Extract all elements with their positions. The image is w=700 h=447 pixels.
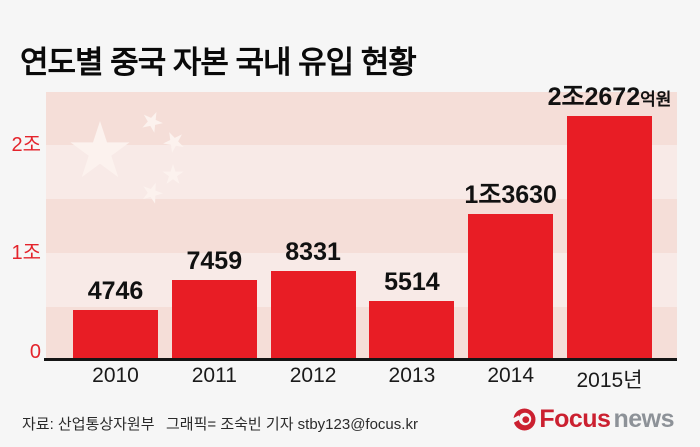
y-tick-0: 0 [29, 340, 41, 363]
x-axis-line [44, 358, 677, 361]
bar-2015년 [567, 116, 652, 358]
page-title: 연도별 중국 자본 국내 유입 현황 [20, 44, 417, 80]
data-source-text: 자료: 산업통상자원부 [22, 416, 155, 433]
x-tick-2011: 2011 [191, 364, 237, 387]
y-tick-2조: 2조 [11, 133, 41, 156]
bar-2012 [270, 271, 356, 358]
value-label-2010: 4746 [87, 276, 144, 305]
focus-news-logo: Focus news [513, 407, 674, 432]
flag-small-star [162, 164, 184, 184]
bar-2013 [369, 301, 455, 358]
graphic-credit-text: 그래픽= 조숙빈 기자 stby123@focus.kr [166, 416, 418, 433]
x-tick-2013: 2013 [388, 364, 436, 387]
bar-2014 [468, 213, 554, 358]
china-flag-stars-watermark [70, 111, 184, 204]
flag-small-star [142, 111, 163, 133]
x-tick-2012: 2012 [289, 364, 337, 387]
x-tick-2010: 2010 [92, 364, 139, 387]
x-tick-2015년: 2015년 [576, 369, 643, 392]
logo-brand-text: Focus [539, 405, 611, 433]
x-tick-2014: 2014 [487, 364, 535, 387]
value-unit-suffix: 억원 [640, 90, 672, 110]
footer: 자료: 산업통상자원부 그래픽= 조숙빈 기자 stby123@focus.kr… [0, 404, 700, 447]
value-label-2011: 7459 [186, 247, 243, 276]
y-tick-1조: 1조 [11, 241, 41, 264]
bar-2011 [171, 280, 257, 358]
value-label-2014: 1조3630 [464, 180, 557, 209]
focus-news-logo-icon [513, 408, 536, 431]
value-label-2012: 8331 [285, 238, 341, 267]
value-label-2013: 5514 [384, 268, 440, 297]
flag-small-star [142, 182, 164, 204]
logo-brand-suffix-text: news [613, 405, 674, 433]
flag-small-star [163, 132, 184, 153]
flag-big-star [70, 121, 130, 178]
value-label-2015년: 2조2672억원 [547, 83, 672, 112]
bar-2010 [73, 309, 158, 358]
